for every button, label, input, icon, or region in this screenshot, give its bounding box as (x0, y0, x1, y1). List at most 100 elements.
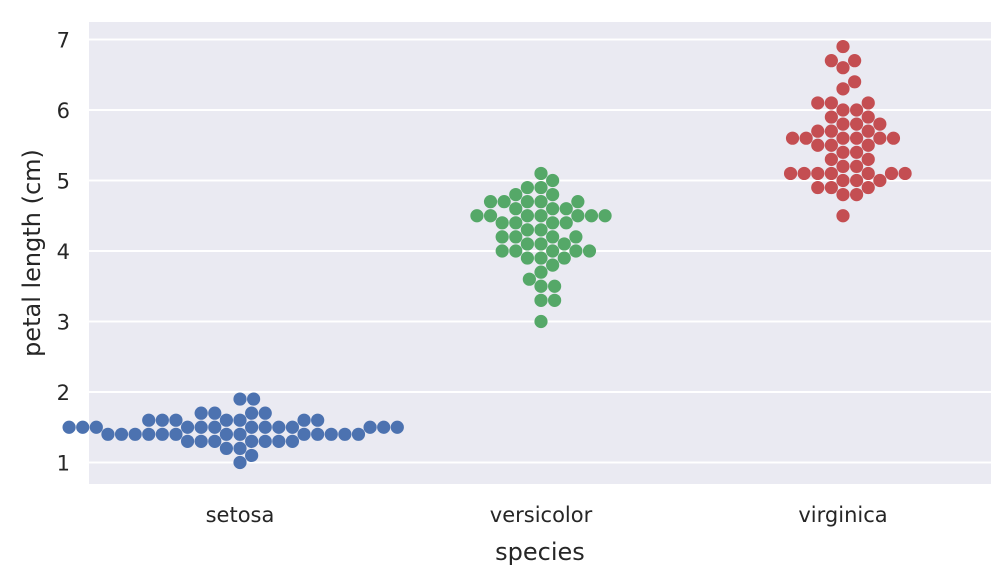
point-virginica-44 (811, 124, 825, 138)
y-tick-label: 3 (57, 311, 70, 335)
point-setosa-22 (233, 455, 247, 470)
point-versicolor-17 (534, 237, 548, 251)
point-setosa-40 (272, 434, 286, 448)
point-setosa-34 (76, 420, 90, 434)
point-virginica-29 (873, 117, 887, 131)
point-virginica-7 (836, 82, 850, 96)
point-versicolor-13 (497, 195, 511, 209)
point-setosa-13 (245, 448, 259, 463)
y-tick-label: 7 (57, 29, 70, 53)
point-virginica-37 (811, 138, 825, 152)
point-versicolor-29 (548, 279, 562, 293)
point-versicolor-47 (520, 223, 535, 237)
point-versicolor-40 (495, 216, 509, 230)
point-versicolor-15 (546, 216, 560, 230)
point-setosa-36 (258, 434, 272, 448)
x-tick-labels: setosa versicolor virginica (206, 503, 888, 527)
point-setosa-25 (219, 413, 233, 427)
point-virginica-0 (836, 103, 850, 117)
point-virginica-43 (861, 110, 875, 124)
point-virginica-36 (886, 131, 901, 145)
point-virginica-28 (850, 131, 864, 145)
point-virginica-48 (850, 145, 864, 159)
point-virginica-8 (850, 117, 864, 131)
point-virginica-30 (861, 96, 875, 110)
point-setosa-4 (169, 427, 183, 441)
point-setosa-5 (245, 406, 259, 420)
point-versicolor-3 (546, 244, 560, 258)
point-setosa-15 (272, 420, 286, 434)
point-versicolor-41 (559, 202, 573, 216)
point-versicolor-9 (534, 251, 548, 265)
point-virginica-47 (850, 159, 864, 173)
point-versicolor-34 (470, 209, 484, 223)
point-versicolor-8 (509, 202, 523, 216)
point-setosa-0 (233, 427, 247, 441)
data-points (62, 39, 912, 470)
point-virginica-24 (861, 124, 875, 138)
point-versicolor-32 (557, 251, 571, 265)
point-setosa-47 (351, 427, 366, 441)
point-setosa-17 (142, 427, 156, 441)
point-virginica-22 (824, 54, 838, 68)
point-setosa-24 (233, 392, 247, 406)
point-setosa-2 (245, 434, 259, 448)
point-virginica-41 (884, 166, 899, 181)
point-versicolor-33 (534, 166, 548, 181)
point-virginica-42 (783, 166, 798, 181)
point-virginica-26 (836, 188, 850, 202)
point-virginica-32 (873, 131, 887, 145)
point-versicolor-35 (598, 209, 612, 223)
point-versicolor-7 (534, 293, 548, 307)
point-versicolor-21 (569, 244, 583, 258)
point-versicolor-49 (557, 237, 571, 251)
point-versicolor-14 (522, 272, 536, 286)
y-axis-label: petal length (cm) (18, 149, 46, 357)
point-versicolor-4 (546, 202, 560, 216)
point-virginica-49 (898, 166, 912, 181)
point-virginica-34 (799, 131, 813, 145)
point-setosa-23 (194, 406, 208, 420)
point-versicolor-5 (520, 209, 535, 223)
point-setosa-49 (101, 427, 115, 441)
point-setosa-31 (89, 420, 103, 434)
point-versicolor-46 (495, 230, 509, 244)
point-virginica-27 (811, 180, 825, 195)
x-tick-label-virginica: virginica (798, 503, 887, 527)
point-setosa-30 (155, 413, 169, 427)
point-versicolor-16 (571, 209, 585, 223)
point-setosa-1 (219, 427, 233, 441)
point-versicolor-24 (534, 223, 548, 237)
point-versicolor-10 (534, 279, 548, 293)
point-setosa-27 (363, 420, 377, 434)
y-tick-label: 1 (57, 452, 70, 476)
point-versicolor-31 (534, 265, 548, 279)
point-virginica-12 (824, 138, 838, 152)
point-versicolor-45 (569, 230, 583, 244)
point-setosa-42 (285, 434, 300, 448)
point-setosa-41 (180, 434, 195, 448)
point-setosa-44 (247, 392, 261, 406)
point-virginica-21 (824, 180, 838, 195)
point-virginica-23 (861, 180, 875, 195)
point-setosa-48 (62, 420, 76, 434)
point-versicolor-36 (483, 195, 498, 209)
point-setosa-28 (324, 427, 338, 441)
point-versicolor-20 (546, 188, 560, 202)
point-virginica-6 (836, 209, 850, 223)
y-tick-label: 5 (57, 170, 70, 194)
point-setosa-8 (155, 427, 169, 441)
point-versicolor-43 (548, 293, 562, 307)
point-virginica-31 (848, 75, 862, 89)
point-virginica-10 (861, 166, 875, 181)
point-versicolor-37 (559, 216, 573, 230)
point-virginica-20 (824, 124, 838, 138)
point-virginica-14 (811, 166, 825, 181)
point-virginica-40 (785, 131, 800, 145)
point-virginica-33 (797, 166, 811, 181)
point-setosa-33 (128, 427, 142, 441)
point-virginica-38 (850, 188, 864, 202)
point-setosa-9 (258, 420, 272, 434)
point-versicolor-12 (509, 244, 523, 258)
point-virginica-18 (836, 39, 850, 54)
